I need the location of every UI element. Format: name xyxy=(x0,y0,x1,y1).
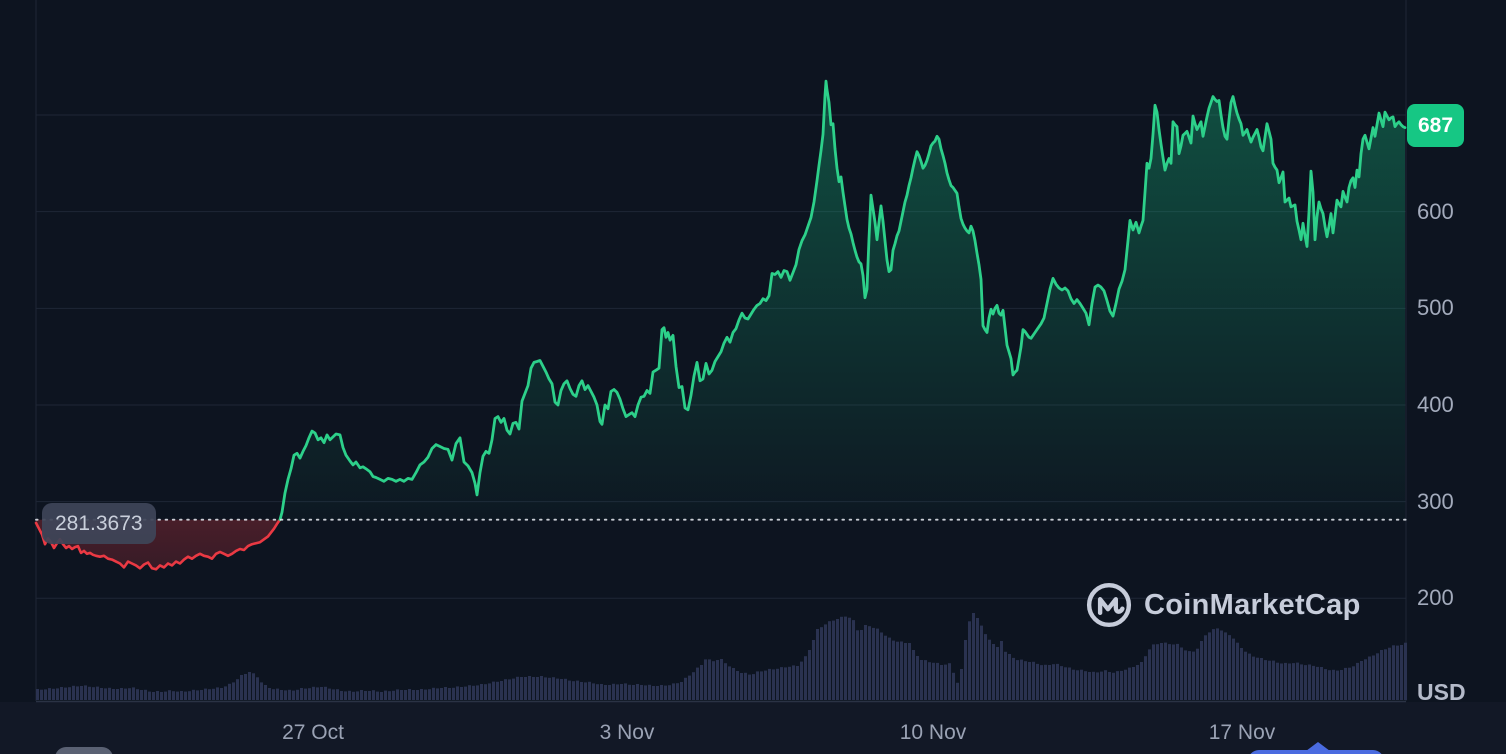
coinmarketcap-watermark: CoinMarketCap xyxy=(1086,582,1361,628)
x-axis-tick-label: 3 Nov xyxy=(599,721,655,744)
volume-bars xyxy=(36,613,1407,701)
y-axis-tick-label: 600 xyxy=(1417,199,1454,224)
coinmarketcap-watermark-text: CoinMarketCap xyxy=(1144,588,1361,621)
date-tooltip-arrow xyxy=(1306,742,1330,751)
cursor-tooltip-stub-left xyxy=(55,747,113,754)
current-price-badge: 687 xyxy=(1407,104,1464,147)
date-tooltip-stub xyxy=(1248,750,1384,754)
coinmarketcap-logo-icon xyxy=(1086,582,1132,628)
price-line-below-baseline xyxy=(34,518,282,571)
x-axis-strip xyxy=(0,702,1506,754)
y-axis-tick-label: 200 xyxy=(1417,585,1454,610)
green-area-fill xyxy=(280,81,1405,520)
price-line-above-baseline xyxy=(278,79,1407,521)
gridlines xyxy=(35,0,1407,703)
x-axis-tick-label: 27 Oct xyxy=(282,721,344,744)
y-axis-tick-label: 500 xyxy=(1417,295,1454,320)
y-axis-tick-label: 300 xyxy=(1417,489,1454,514)
x-axis-tick-label: 17 Nov xyxy=(1208,721,1276,744)
x-axis-tick-label: 10 Nov xyxy=(899,721,967,744)
y-axis-unit-label: USD xyxy=(1417,679,1466,705)
y-axis-tick-label: 400 xyxy=(1417,392,1454,417)
baseline-price-label: 281.3673 xyxy=(42,503,156,544)
